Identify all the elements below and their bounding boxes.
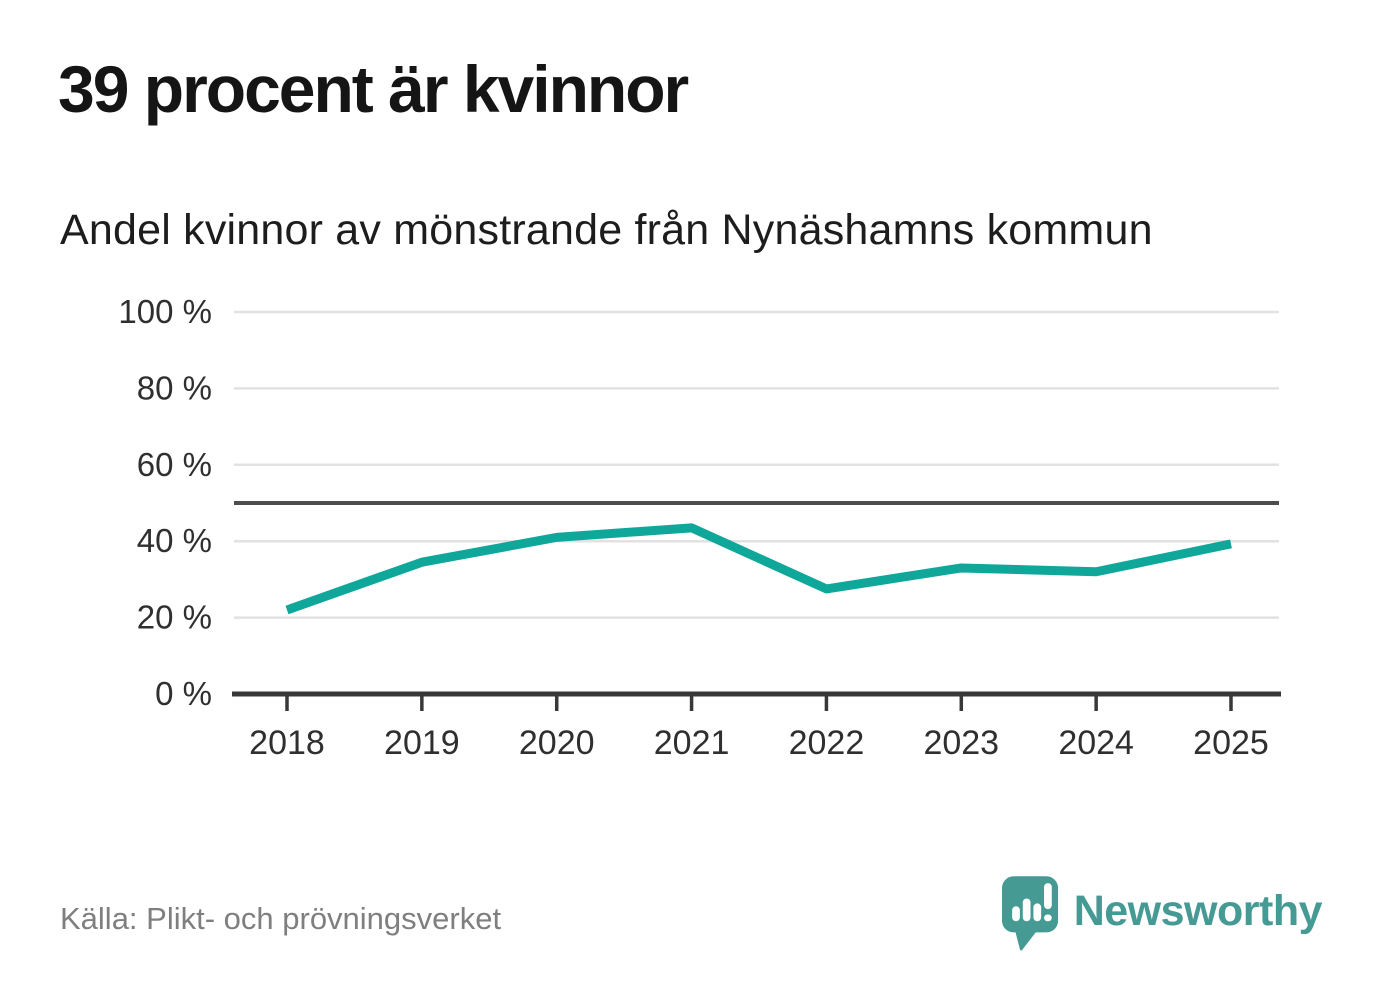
y-tick-label: 80 %	[137, 369, 212, 406]
logo-bar-tall	[1022, 898, 1031, 922]
x-tick-label: 2023	[923, 724, 999, 762]
source-note: Källa: Plikt- och prövningsverket	[60, 901, 502, 936]
newsworthy-logo: Newsworthy	[1001, 876, 1323, 952]
y-tick-label: 20 %	[137, 599, 212, 636]
chart-title: Andel kvinnor av mönstrande från Nynäsha…	[60, 206, 1153, 254]
logo-exclamation-stem	[1043, 883, 1052, 910]
brand-name: Newsworthy	[1073, 887, 1323, 935]
y-tick-label: 100 %	[118, 293, 212, 330]
y-tick-label: 0 %	[155, 675, 212, 712]
x-tick-label: 2018	[249, 724, 325, 762]
logo-exclamation-dot	[1043, 914, 1052, 922]
y-tick-label: 40 %	[137, 522, 212, 559]
x-tick-label: 2019	[384, 724, 460, 762]
data-line	[285, 523, 1232, 615]
x-tick-label: 2022	[789, 724, 865, 762]
logo-bar-short	[1011, 906, 1020, 922]
headline: 39 procent är kvinnor	[58, 52, 689, 126]
logo-bar-medium	[1033, 903, 1041, 922]
x-tick-label: 2024	[1058, 724, 1134, 762]
speech-bubble-chart-icon	[1001, 876, 1058, 951]
x-tick-label: 2025	[1193, 724, 1269, 762]
x-tick-label: 2020	[519, 724, 595, 762]
y-tick-label: 60 %	[137, 446, 212, 483]
x-tick-label: 2021	[654, 724, 730, 762]
